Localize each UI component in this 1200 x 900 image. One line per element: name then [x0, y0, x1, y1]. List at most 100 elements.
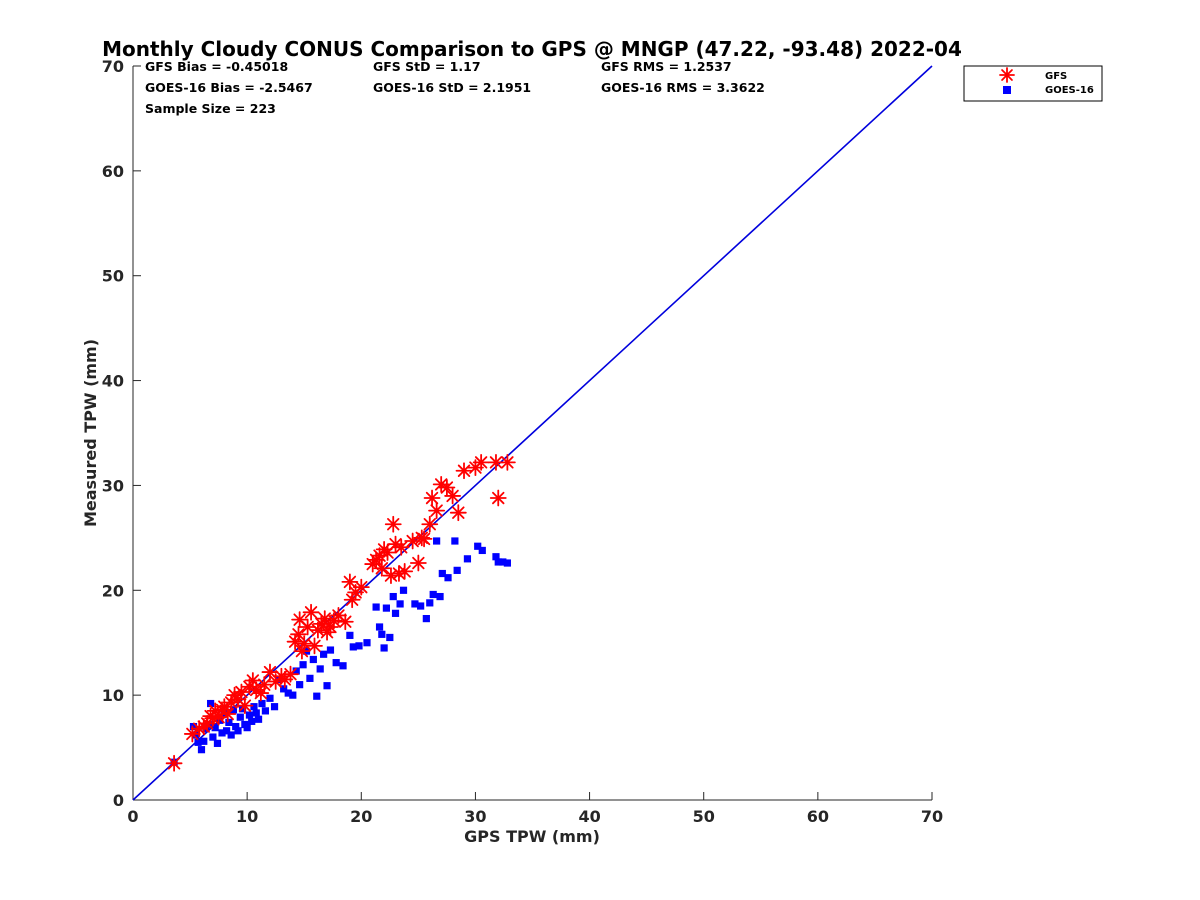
asterisk-stroke — [389, 537, 402, 551]
one-to-one-line — [132, 65, 933, 801]
goes-16-point — [426, 599, 434, 607]
goes-16-point — [363, 639, 371, 647]
legend-gfs-asterisk — [999, 67, 1015, 83]
goes-16-point — [492, 553, 500, 561]
x-axis-label: GPS TPW (mm) — [464, 827, 600, 846]
goes-16-point — [209, 733, 217, 741]
goes-16-point — [306, 674, 314, 682]
goes-16-point — [313, 692, 321, 700]
goes-16-point — [494, 558, 502, 566]
y-tick-label: 30 — [102, 476, 124, 495]
x-tick-label: 70 — [921, 807, 943, 826]
goes-16-point — [378, 630, 386, 638]
gfs-point — [384, 515, 402, 533]
goes-16-point — [372, 603, 380, 611]
gfs-point — [423, 489, 441, 507]
gfs-point — [415, 530, 433, 548]
goes-16-point — [399, 586, 408, 594]
y-tick-label: 70 — [102, 57, 124, 76]
goes-16-point — [382, 604, 390, 612]
goes-16-point — [296, 681, 304, 689]
gfs-point — [165, 754, 183, 772]
goes-rms-text: GOES-16 RMS = 3.3622 — [601, 80, 765, 95]
legend-goes-marker — [1003, 86, 1011, 94]
gfs-point — [236, 697, 254, 715]
gfs-point — [438, 479, 456, 496]
goes-16-point — [189, 723, 198, 731]
legend-box — [963, 65, 1103, 102]
gfs-point — [318, 623, 336, 641]
x-tick-label: 20 — [350, 807, 372, 826]
goes-16-point — [417, 602, 425, 610]
goes-16-point — [270, 703, 279, 711]
goes-16-point — [216, 716, 224, 724]
asterisk-stroke — [246, 674, 260, 687]
legend-goes-square — [1003, 86, 1011, 94]
goes-16-point — [320, 650, 328, 658]
goes-16-point — [250, 703, 258, 711]
goes-16-point — [436, 592, 444, 601]
gfs-point — [455, 462, 473, 480]
goes-16-point — [194, 738, 202, 746]
asterisk-stroke — [434, 478, 448, 491]
gfs-point — [336, 613, 354, 631]
gfs-rms-text: GFS RMS = 1.2537 — [601, 59, 732, 74]
goes-16-point — [429, 590, 437, 599]
asterisk-stroke — [292, 628, 305, 641]
asterisk-stroke — [235, 685, 248, 699]
goes-16-point — [433, 537, 441, 545]
goes-16-point — [389, 592, 397, 601]
x-tick-label: 30 — [464, 807, 486, 826]
goes-16-point — [463, 555, 472, 563]
goes-16-point — [266, 694, 274, 702]
y-tick-label: 60 — [102, 162, 124, 181]
goes-16-point — [234, 727, 242, 735]
goes-16-point — [503, 559, 511, 567]
gfs-series — [165, 453, 516, 772]
asterisk-stroke — [446, 489, 459, 503]
goes-16-point — [236, 713, 244, 721]
asterisk-stroke — [489, 456, 503, 469]
goes-16-point — [396, 600, 404, 608]
y-tick-label: 40 — [102, 372, 124, 391]
goes-16-point — [213, 739, 222, 747]
goes-16-point — [386, 633, 394, 642]
goes-16-point — [292, 667, 300, 675]
y-tick-label: 20 — [102, 581, 124, 600]
gfs-point — [295, 635, 313, 653]
goes-16-point — [258, 699, 266, 708]
asterisk-stroke — [387, 518, 400, 531]
asterisk-stroke — [308, 639, 321, 653]
axes: 0 10 20 30 40 50 60 70 0 10 20 30 40 50 60 70 — [102, 57, 943, 826]
asterisk-stroke — [304, 606, 318, 619]
gfs-point — [322, 618, 339, 636]
y-tick-label: 50 — [102, 267, 124, 286]
x-tick-label: 50 — [693, 807, 715, 826]
y-axis-label: Measured TPW (mm) — [81, 339, 100, 527]
goes-16-point — [218, 729, 226, 737]
goes-16-point — [227, 731, 235, 739]
gfs-point — [233, 683, 250, 701]
gfs-point — [489, 489, 507, 507]
gfs-point — [449, 504, 467, 522]
goes-std-text: GOES-16 StD = 2.1951 — [373, 80, 531, 95]
y-tick-label: 10 — [102, 686, 124, 705]
goes-16-point — [192, 731, 200, 739]
goes-16-point — [248, 717, 256, 725]
goes-16-point — [222, 727, 231, 735]
goes-16-point — [225, 718, 233, 727]
legend-goes-label: GOES-16 — [1045, 85, 1094, 96]
gfs-point — [352, 578, 370, 596]
goes-16-point — [474, 542, 482, 550]
gfs-point — [306, 637, 323, 655]
asterisk-stroke — [263, 665, 277, 679]
goes-16-point — [346, 631, 354, 639]
asterisk-stroke — [440, 481, 454, 494]
chart-title: Monthly Cloudy CONUS Comparison to GPS @… — [102, 37, 962, 61]
gfs-point — [392, 538, 410, 556]
goes-16-point — [207, 699, 215, 708]
asterisk-stroke — [332, 609, 345, 622]
goes-16-point — [326, 646, 335, 654]
gfs-point — [299, 618, 317, 636]
goes-bias-text: GOES-16 Bias = -2.5467 — [145, 80, 313, 95]
